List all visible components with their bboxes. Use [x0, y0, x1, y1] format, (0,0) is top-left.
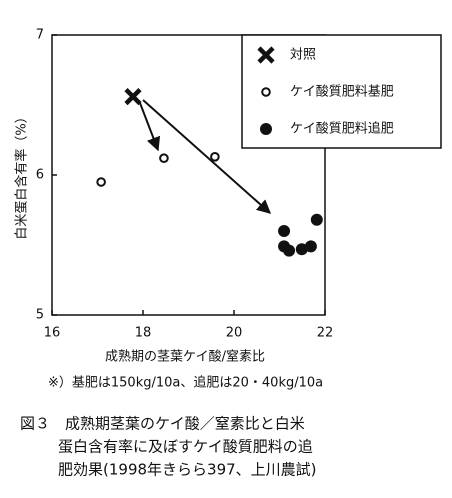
point: [159, 153, 169, 163]
legend-marker: [257, 46, 275, 64]
point: [278, 225, 291, 237]
caption: 肥効果(1998年きらら397、上川農試): [58, 461, 317, 479]
x-axis-label: 成熟期の茎葉ケイ酸/窒素比: [105, 349, 265, 365]
point: [96, 177, 106, 187]
point: [283, 244, 296, 257]
legend-label: 対照: [290, 48, 316, 63]
x-tick-label: 16: [44, 326, 61, 341]
legend-label: ケイ酸質肥料基肥: [290, 85, 394, 100]
point: [295, 243, 308, 256]
arrow: [142, 99, 272, 214]
y-tick-label: 7: [36, 28, 44, 43]
legend-label: ケイ酸質肥料追肥: [290, 121, 394, 137]
y-axis-label: 白米蛋白含有率（%）: [14, 110, 30, 239]
legend-box: [241, 34, 442, 149]
x-tick-label: 22: [317, 326, 334, 341]
caption: 図３ 成熟期茎葉のケイ酸／窒素比と白米: [20, 415, 305, 433]
note: ※）基肥は150kg/10a、追肥は20・40kg/10a: [48, 375, 323, 391]
legend-marker: [260, 123, 272, 135]
point: [210, 152, 220, 162]
arrow: [139, 102, 161, 152]
y-tick-label: 6: [36, 168, 44, 183]
caption: 蛋白含有率に及ぼすケイ酸質肥料の追: [58, 438, 313, 456]
x-tick-label: 18: [135, 326, 152, 341]
point: [304, 240, 317, 253]
y-tick-label: 5: [36, 308, 44, 323]
point: [310, 213, 323, 226]
point: [124, 88, 142, 106]
x-tick-label: 20: [226, 326, 243, 341]
legend-marker: [261, 87, 271, 97]
